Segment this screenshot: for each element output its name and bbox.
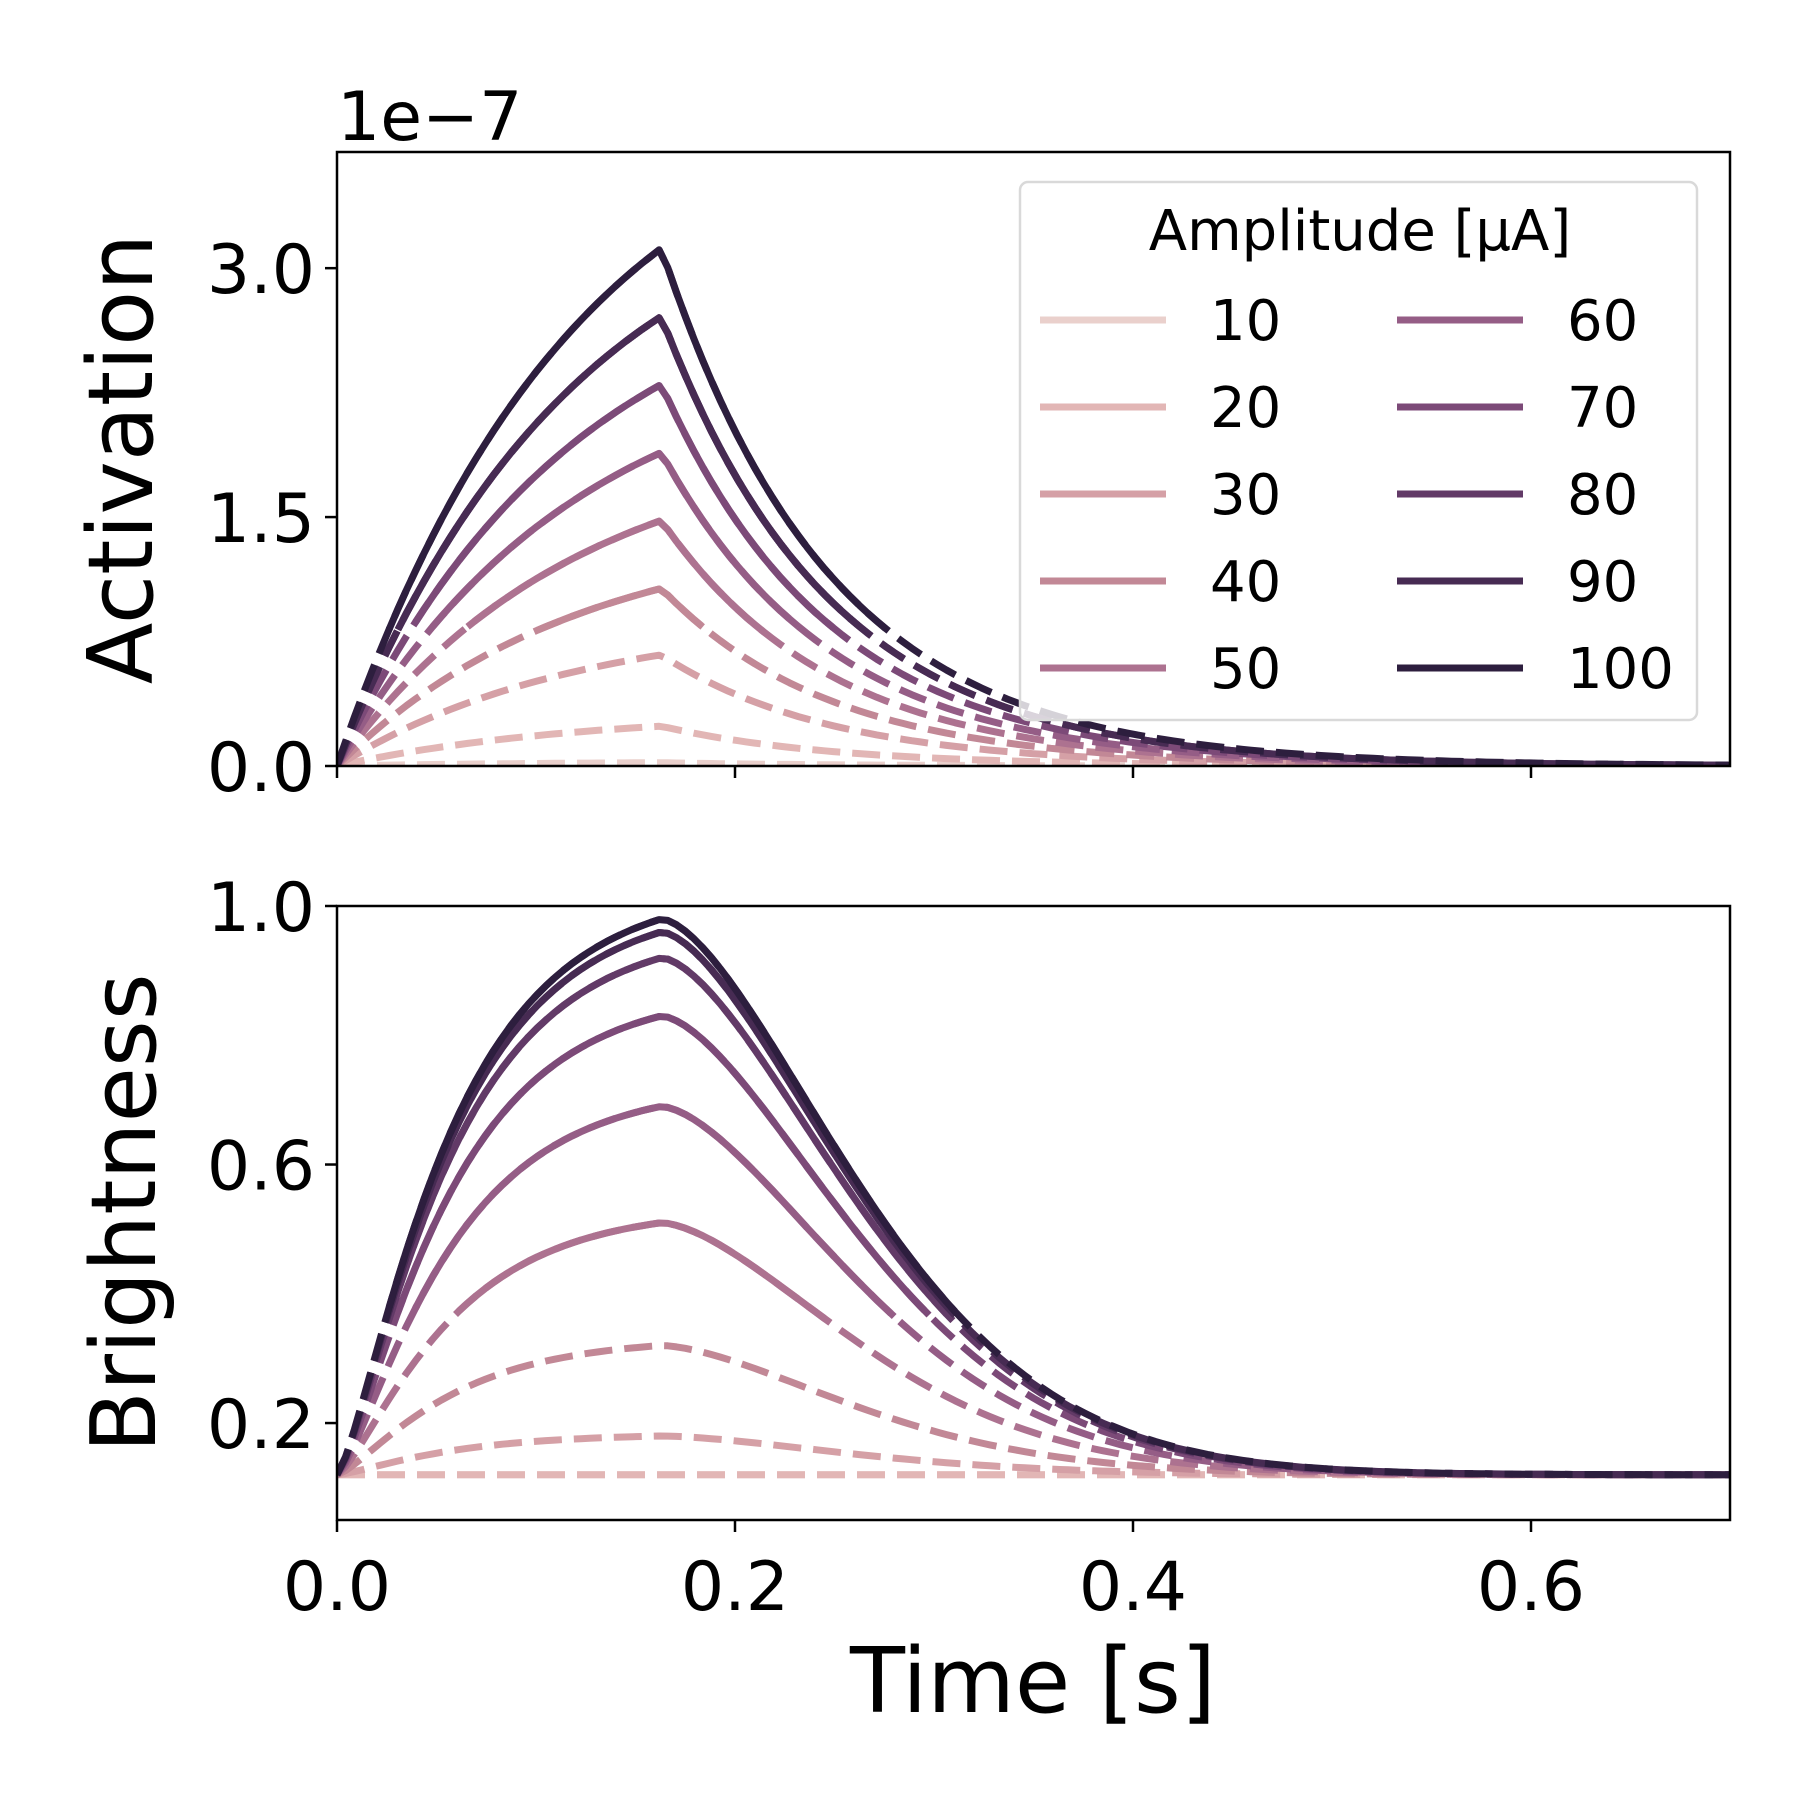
- series-60-solid: [430, 449, 801, 630]
- activation-panel: 0.0 1.5 3.0 1e−7 Activation Amplitude [μA]…: [69, 78, 1732, 808]
- y-tick-label: 3.0: [207, 231, 315, 310]
- brightness-x-ticks: 0.0 0.2 0.4 0.6: [283, 1520, 1585, 1627]
- legend-label-30: 30: [1210, 463, 1281, 528]
- x-tick-label: 0.2: [681, 1548, 789, 1627]
- brightness-panel: 0.2 0.6 1.0 0.0 0.2 0.4 0.6 Brightness Time […: [72, 869, 1732, 1734]
- series-90-dashed: [337, 929, 1730, 1479]
- legend-box: [1018, 180, 1699, 722]
- activation-offset-label: 1e−7: [337, 78, 522, 157]
- y-tick-label: 0.2: [207, 1386, 315, 1465]
- legend-label-90: 90: [1567, 550, 1638, 615]
- series-90-solid: [385, 929, 958, 1318]
- legend-items: 10 20 30 40 50 60 70 80 90 100: [1040, 289, 1674, 702]
- brightness-axes-frame: [335, 904, 1732, 1522]
- series-70-solid: [412, 382, 836, 631]
- x-tick-label: 0.4: [1079, 1548, 1187, 1627]
- y-tick-label: 1.0: [207, 869, 315, 948]
- activation-y-axis-label: Activation: [69, 234, 174, 685]
- series-group-1: [337, 916, 1730, 1479]
- legend-label-80: 80: [1567, 463, 1638, 528]
- legend-label-50: 50: [1210, 637, 1281, 702]
- series-90-solid: [394, 314, 862, 632]
- series-100-solid: [385, 246, 888, 632]
- legend-label-100: 100: [1567, 637, 1674, 702]
- legend-label-40: 40: [1210, 550, 1281, 615]
- series-80-solid: [385, 954, 949, 1320]
- y-tick-label: 0.0: [207, 729, 315, 808]
- series-60-solid: [412, 1103, 897, 1320]
- brightness-y-axis-label: Brightness: [72, 973, 177, 1452]
- activation-axes-frame: [335, 150, 1732, 768]
- brightness-lines: [337, 916, 1730, 1479]
- legend-label-60: 60: [1567, 289, 1638, 354]
- y-tick-label: 0.6: [207, 1128, 315, 1207]
- activation-y-ticks: 0.0 1.5 3.0: [207, 231, 337, 808]
- series-70-solid: [394, 1013, 932, 1318]
- legend-label-70: 70: [1567, 376, 1638, 441]
- legend: Amplitude [μA] 10 20 30 40 50 60 70 80 90 100: [1018, 180, 1699, 722]
- y-tick-label: 1.5: [207, 480, 315, 559]
- series-50-solid: [465, 517, 766, 635]
- x-tick-label: 0.0: [283, 1548, 391, 1627]
- x-tick-label: 0.6: [1477, 1548, 1585, 1627]
- legend-label-10: 10: [1210, 289, 1281, 354]
- series-30-dashed: [337, 651, 1730, 766]
- legend-label-20: 20: [1210, 376, 1281, 441]
- legend-title: Amplitude [μA]: [1149, 199, 1571, 264]
- series-50-solid: [456, 1219, 827, 1322]
- series-40-solid: [535, 585, 705, 634]
- activation-x-ticks: [335, 766, 1533, 778]
- x-axis-label: Time [s]: [849, 1629, 1216, 1734]
- brightness-y-ticks: 0.2 0.6 1.0: [207, 869, 337, 1465]
- series-100-solid: [385, 916, 958, 1314]
